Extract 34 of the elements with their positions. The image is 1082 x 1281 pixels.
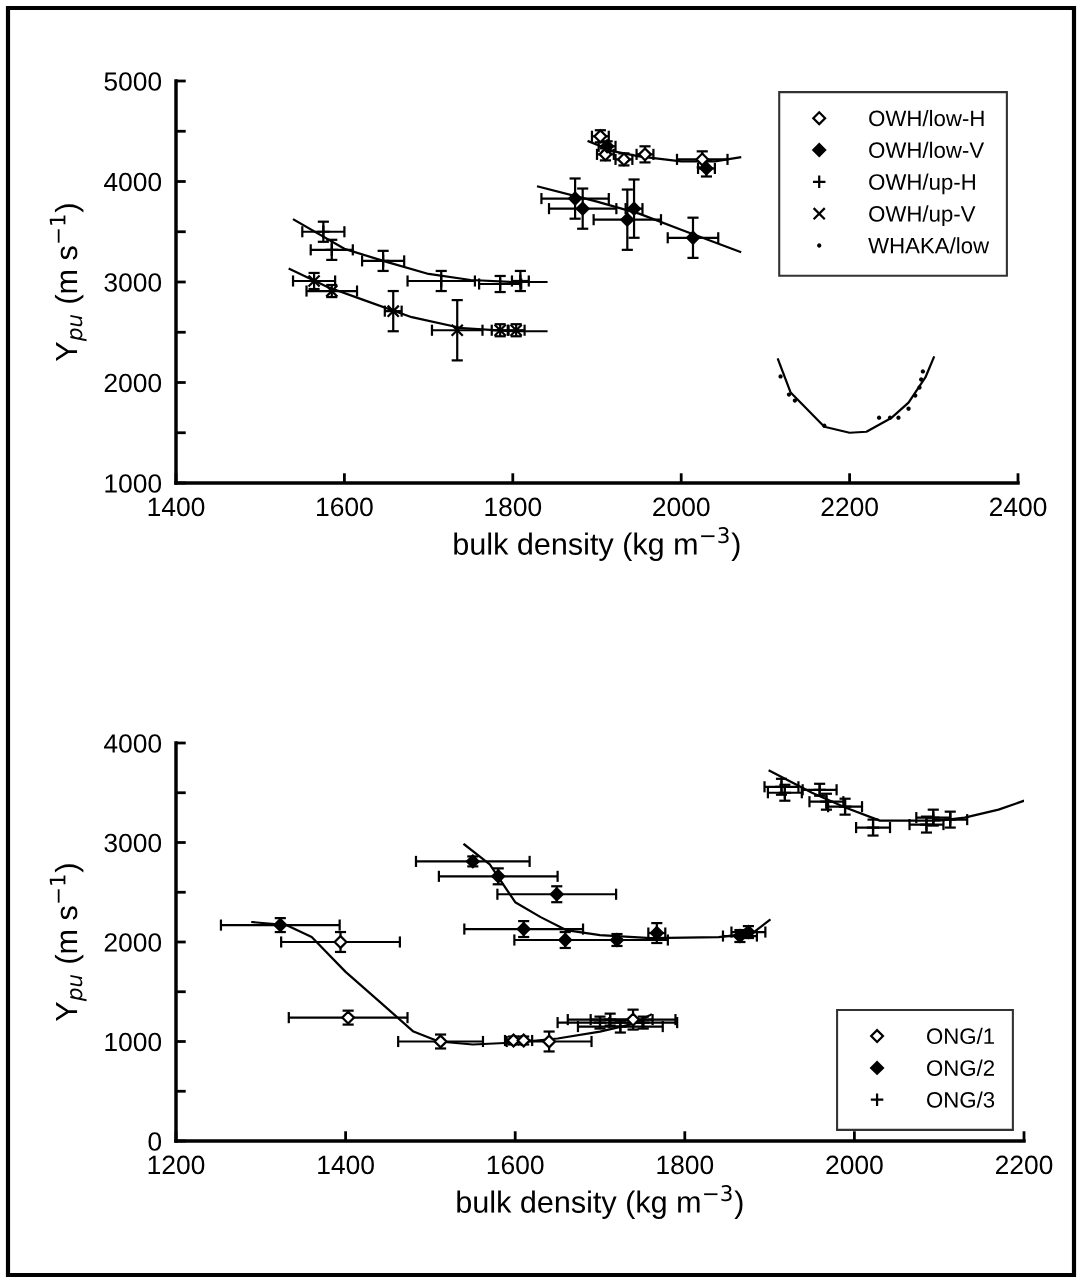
legend-label: ONG/3 — [927, 1091, 995, 1108]
x-tick-label: 1400 — [318, 1155, 374, 1175]
legend-label: OWH/up-V — [869, 205, 976, 227]
y-tick-label: 0 — [148, 1132, 162, 1151]
y-tick-label: 4000 — [104, 734, 162, 753]
y-tick-label: 3000 — [104, 833, 162, 853]
x-tick-label: 2400 — [989, 497, 1047, 517]
x-tick-label: 2200 — [821, 497, 878, 517]
y-tick-label: 3000 — [104, 273, 162, 292]
x-tick-label: 1600 — [317, 497, 373, 517]
y-tick-label: 1000 — [105, 1032, 162, 1052]
x-tick-label: 1800 — [485, 497, 542, 517]
y-tick-label: 2000 — [104, 373, 162, 393]
x-axis-title: bulk density (kg m$^{−3}$) — [457, 1185, 743, 1219]
x-tick-label: 1400 — [148, 497, 205, 517]
x-tick-label: 2200 — [995, 1155, 1053, 1175]
x-tick-label: 1800 — [657, 1155, 714, 1175]
x-tick-label: 2000 — [653, 497, 710, 517]
legend-label: ONG/2 — [927, 1059, 994, 1076]
x-tick-label: 2000 — [826, 1155, 883, 1175]
legend-label: OWH/low-H — [869, 109, 984, 127]
y-axis-title: Y$_{pu}$ (m s$^{−1}$) — [49, 864, 87, 1022]
x-axis-title: bulk density (kg m$^{−3}$) — [454, 527, 740, 561]
y-tick-label: 5000 — [104, 72, 162, 91]
x-tick-label: 1600 — [487, 1155, 544, 1175]
legend-label: ONG/1 — [927, 1027, 995, 1045]
legend-label: OWH/up-H — [869, 173, 975, 195]
x-tick-label: 1200 — [148, 1155, 205, 1175]
y-axis-title: Y$_{pu}$ (m s$^{−1}$) — [49, 204, 87, 362]
legend-label: OWH/low-V — [869, 141, 985, 159]
y-tick-label: 4000 — [104, 172, 162, 192]
y-tick-label: 1000 — [105, 474, 162, 493]
legend-label: WHAKA/low — [868, 237, 990, 254]
y-tick-label: 2000 — [104, 933, 162, 952]
